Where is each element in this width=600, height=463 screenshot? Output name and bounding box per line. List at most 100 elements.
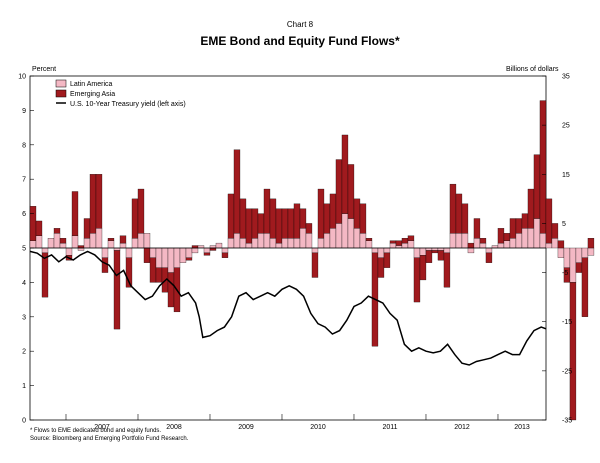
left-axis-tick-label: 8 [22, 142, 26, 149]
bar-latin-america [341, 213, 349, 249]
bar-emerging-asia [467, 242, 475, 249]
right-axis-tick-label: 25 [562, 123, 570, 130]
bar-emerging-asia [479, 238, 487, 244]
left-axis-tick-label: 1 [22, 383, 26, 390]
source-note: Source: Bloomberg and Emerging Portfolio… [30, 436, 189, 442]
bar-emerging-asia [365, 238, 373, 241]
bar-emerging-asia [497, 228, 505, 244]
bar-latin-america [569, 247, 577, 283]
bar-latin-america [29, 240, 37, 249]
bar-emerging-asia [269, 198, 277, 239]
right-axis-tick-label: -35 [562, 418, 572, 425]
bar-emerging-asia [275, 208, 283, 244]
legend-swatch-emerging-asia [55, 89, 67, 98]
bar-emerging-asia [395, 240, 403, 246]
bar-latin-america [269, 238, 277, 249]
bar-emerging-asia [527, 188, 535, 229]
bar-latin-america [335, 223, 343, 249]
bar-emerging-asia [353, 198, 361, 229]
bar-emerging-asia [569, 282, 577, 421]
bar-latin-america [251, 238, 259, 249]
bar-emerging-asia [425, 250, 433, 263]
bar-emerging-asia [53, 228, 61, 234]
bar-latin-america [419, 247, 427, 256]
bar-latin-america [263, 233, 271, 249]
bar-emerging-asia [245, 208, 253, 244]
bar-emerging-asia [185, 257, 193, 261]
bar-emerging-asia [575, 262, 583, 273]
bar-latin-america [497, 242, 505, 249]
bar-latin-america [557, 247, 565, 258]
bar-latin-america [119, 242, 127, 249]
right-axis-tick-label: -15 [562, 319, 572, 326]
bar-latin-america [389, 242, 397, 249]
bar-emerging-asia [533, 154, 541, 219]
bar-latin-america [455, 233, 463, 249]
chart-title: EME Bond and Equity Fund Flows* [200, 34, 400, 48]
right-axis-unit: Billions of dollars [506, 66, 559, 73]
bar-latin-america [179, 247, 187, 263]
bar-latin-america [401, 242, 409, 249]
bar-latin-america [323, 233, 331, 249]
left-axis-tick-label: 2 [22, 349, 26, 356]
bar-emerging-asia [233, 149, 241, 234]
bar-latin-america [503, 240, 511, 249]
bar-latin-america [101, 247, 109, 258]
bar-emerging-asia [419, 255, 427, 281]
bar-emerging-asia [137, 188, 145, 234]
bar-latin-america [167, 247, 175, 273]
bar-emerging-asia [485, 252, 493, 263]
bar-emerging-asia [401, 238, 409, 244]
bar-emerging-asia [305, 223, 313, 234]
bar-latin-america [545, 242, 553, 249]
left-axis-tick-label: 3 [22, 314, 26, 321]
bar-latin-america [515, 233, 523, 249]
bar-latin-america [215, 242, 223, 249]
bar-emerging-asia [551, 223, 559, 239]
bar-latin-america [173, 247, 181, 268]
bar-latin-america [89, 233, 97, 249]
bar-latin-america [59, 242, 67, 249]
bar-emerging-asia [323, 203, 331, 234]
bar-latin-america [221, 247, 229, 254]
bar-emerging-asia [359, 203, 367, 234]
bar-latin-america [287, 238, 295, 249]
bar-latin-america [563, 247, 571, 268]
bar-latin-america [281, 238, 289, 249]
bar-emerging-asia [119, 235, 127, 244]
bar-emerging-asia [329, 193, 337, 229]
bar-emerging-asia [413, 257, 421, 303]
bar-emerging-asia [107, 238, 115, 241]
bar-latin-america [47, 238, 55, 249]
bar-latin-america [131, 238, 139, 249]
left-axis-tick-label: 6 [22, 211, 26, 218]
bar-latin-america [311, 247, 319, 254]
bar-latin-america [107, 240, 115, 249]
bar-emerging-asia [59, 238, 67, 244]
left-axis-tick-label: 0 [22, 418, 26, 425]
bar-latin-america [467, 247, 475, 254]
bar-emerging-asia [539, 100, 547, 234]
axis-ticks: 0 1 2 3 4 5 6 7 8 9 10 -35 -25 -15 -5 5 15 25 35 2007 2008 20… [18, 74, 572, 432]
bar-emerging-asia [221, 252, 229, 258]
bar-emerging-asia [143, 247, 151, 263]
bar-emerging-asia [407, 235, 415, 241]
bar-latin-america [83, 238, 91, 249]
bar-latin-america [539, 233, 547, 249]
bar-emerging-asia [35, 220, 43, 236]
bar-emerging-asia [203, 252, 211, 256]
bar-emerging-asia [41, 252, 49, 298]
bar-latin-america [461, 233, 469, 249]
bar-latin-america [521, 228, 529, 249]
x-axis-year-label: 2009 [238, 424, 254, 431]
bar-emerging-asia [461, 203, 469, 234]
left-axis-tick-label: 7 [22, 177, 26, 184]
bar-emerging-asia [341, 134, 349, 214]
bar-emerging-asia [263, 188, 271, 234]
legend-label-emerging-asia: Emerging Asia [70, 91, 115, 98]
bar-latin-america [449, 233, 457, 249]
bar-emerging-asia [257, 213, 265, 234]
bar-latin-america [509, 238, 517, 249]
bar-emerging-asia [557, 240, 565, 249]
